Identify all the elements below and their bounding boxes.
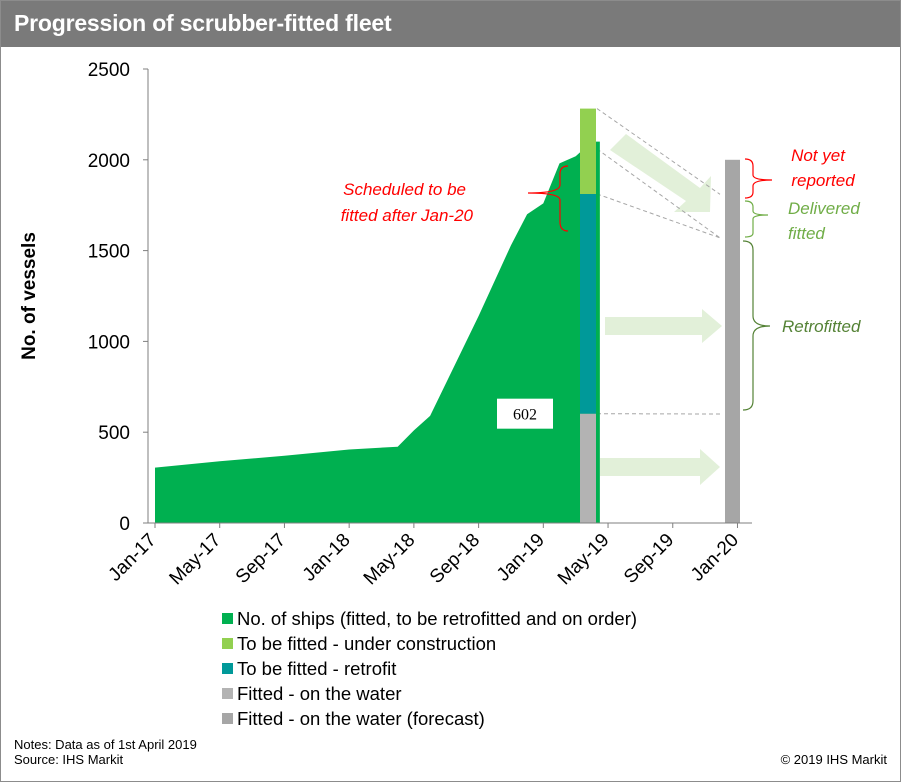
y-tick-label: 1000 [88,332,130,353]
legend-label: To be fitted - under construction [237,633,496,654]
annotation-scheduled-line2: fitted after Jan-20 [341,206,474,225]
area-layer [155,141,600,523]
y-tick-label: 0 [119,514,130,535]
legend-swatch [222,613,233,624]
bar-fitted-on-water [580,413,596,523]
annotation-delivered-line2: fitted [788,224,825,243]
bar-to-be-fitted-under-construction [580,108,596,194]
y-tick-label: 2000 [88,151,130,172]
annotation-not-yet-line1: Not yet [791,146,846,165]
x-tick-label: May-17 [166,530,226,590]
area-series-ships [155,141,600,523]
bracket-scheduled [527,165,569,232]
arrow-delivered [610,134,711,212]
annotation-retrofitted: Retrofitted [782,317,861,336]
title-bar: Progression of scrubber-fitted fleet [1,1,900,47]
legend-swatch [222,713,233,724]
x-tick-label: Sep-19 [620,530,678,588]
copyright-text: © 2019 IHS Markit [780,752,887,767]
legend-label: No. of ships (fitted, to be retrofitted … [237,608,637,629]
bracket-delivered-fitted [744,200,769,238]
annotation-scheduled-line1: Scheduled to be [343,180,466,199]
x-tick-label: Jan-18 [299,530,355,586]
x-tick-label: Jan-19 [493,530,549,586]
dashed-connector-line [596,148,721,239]
dashed-connector-line [596,108,721,195]
bar-layer: 602 [497,108,740,524]
legend-swatch [222,663,233,674]
arrow-on-water-head [700,449,720,485]
x-tick-label: Sep-17 [232,530,290,588]
chart-title: Progression of scrubber-fitted fleet [14,10,392,36]
annotations: Scheduled to be fitted after Jan-20 Not ye… [341,146,861,411]
legend-label: Fitted - on the water (forecast) [237,708,485,729]
arrow-retrofitted-shaft [605,317,702,335]
legend-label: To be fitted - retrofit [237,658,396,679]
source-text: Source: IHS Markit [14,752,124,767]
legend: No. of ships (fitted, to be retrofitted … [222,608,637,729]
data-label-602: 602 [513,407,537,424]
legend-swatch [222,688,233,699]
bracket-not-yet-reported [744,158,773,199]
bar-fitted-forecast [725,159,740,524]
legend-label: Fitted - on the water [237,683,402,704]
x-tick-label: Sep-18 [426,530,484,588]
bracket-retrofitted [742,240,771,411]
x-tick-label: May-19 [554,530,614,590]
notes-text: Notes: Data as of 1st April 2019 [14,737,197,752]
arrow-on-water-shaft [600,458,700,476]
data-label-box [497,398,553,429]
y-tick-label: 500 [98,423,130,444]
x-tick-label: Jan-17 [105,530,161,586]
legend-swatch [222,638,233,649]
bar-to-be-fitted-retrofit [580,193,596,414]
notes-block: Notes: Data as of 1st April 2019 Source:… [14,737,197,767]
x-tick-label: May-18 [360,530,420,590]
annotation-not-yet-line2: reported [791,171,855,190]
dashed-connector-line [596,193,721,239]
y-tick-label: 2500 [88,60,130,81]
y-tick-label: 1500 [88,242,130,263]
x-tick-label: Jan-20 [687,530,743,586]
y-axis-title: No. of vessels [19,232,40,360]
dashed-connectors [596,108,721,415]
annotation-delivered-line1: Delivered [788,199,860,218]
transition-arrows [600,134,722,485]
